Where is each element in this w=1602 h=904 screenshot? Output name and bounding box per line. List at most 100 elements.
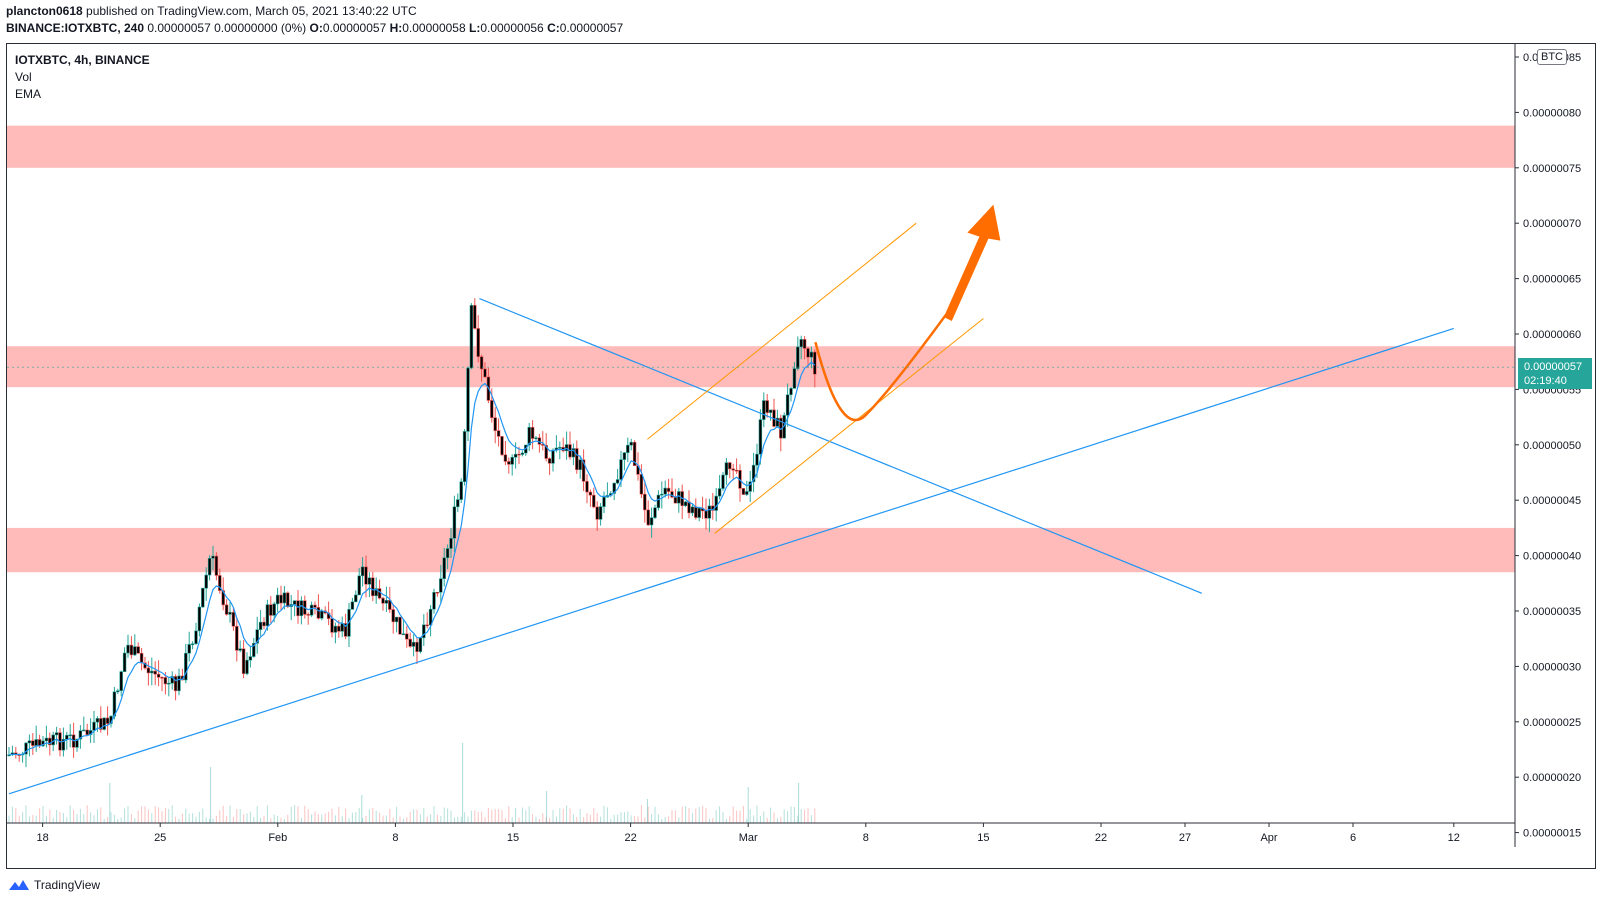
footer-brand[interactable]: TradingView (8, 878, 100, 892)
y-tick-label-7: 0.00000050 (1523, 440, 1581, 452)
candle-body-122 (422, 624, 426, 639)
candle-body-69 (241, 648, 246, 674)
candle-body-126 (435, 591, 440, 594)
y-tick-label-11: 0.00000030 (1523, 661, 1581, 673)
candle-body-105 (364, 566, 368, 585)
y-tick-label-2: 0.00000075 (1523, 163, 1581, 175)
candle-body-175 (602, 496, 606, 507)
candle-body-115 (398, 616, 402, 635)
bar-countdown: 02:19:40 (1524, 375, 1567, 387)
candle-body-7 (31, 740, 35, 746)
candle-body-26 (95, 718, 100, 723)
candle-body-186 (639, 474, 644, 495)
candle-body-113 (391, 609, 395, 623)
legend-ema[interactable]: EMA (15, 87, 42, 101)
candle-body-210 (721, 474, 725, 489)
candle-body-80 (279, 594, 283, 604)
legend-vol[interactable]: Vol (15, 70, 32, 84)
candle-body-68 (238, 648, 242, 651)
x-tick-label-12: 6 (1350, 832, 1356, 844)
x-tick-label-6: Mar (739, 832, 758, 844)
candle-body-196 (673, 496, 678, 504)
x-tick-label-13: 12 (1448, 832, 1460, 844)
candle-body-183 (629, 441, 633, 446)
candle-body-67 (235, 626, 239, 651)
high-label: H: (386, 21, 403, 35)
candle-body-127 (439, 578, 443, 593)
candle-body-13 (51, 734, 55, 746)
candle-body-22 (82, 729, 86, 732)
candle-body-17 (65, 734, 69, 740)
candle-body-139 (479, 356, 484, 370)
candle-body-147 (507, 461, 511, 465)
candle-body-62 (218, 575, 222, 591)
candle-body-150 (517, 453, 521, 456)
candle-body-27 (99, 718, 103, 730)
candle-body-138 (476, 328, 480, 357)
candle-body-18 (68, 734, 72, 737)
candle-body-81 (282, 592, 287, 604)
candle-body-20 (75, 738, 79, 748)
candle-body-172 (592, 494, 596, 508)
candle-body-131 (452, 506, 457, 539)
candle-body-91 (316, 607, 321, 619)
candle-body-72 (252, 642, 256, 657)
candle-body-48 (170, 676, 174, 684)
y-tick-label-1: 0.00000080 (1523, 107, 1581, 119)
candle-body-164 (564, 444, 569, 452)
candle-body-85 (296, 600, 300, 617)
candle-body-193 (663, 487, 667, 495)
candle-body-184 (632, 441, 637, 466)
candle-body-117 (405, 633, 409, 640)
candle-body-191 (656, 494, 661, 509)
candle-body-76 (265, 604, 270, 627)
candle-body-47 (167, 682, 171, 685)
candle-body-63 (221, 590, 225, 606)
candle-body-182 (626, 444, 630, 453)
chart-frame[interactable] (6, 43, 1596, 869)
candle-body-137 (473, 305, 477, 329)
candle-body-168 (578, 459, 582, 471)
candle-body-130 (449, 537, 453, 549)
brand-name: TradingView (34, 878, 101, 892)
candle-body-153 (527, 427, 531, 446)
candle-body-135 (466, 367, 470, 432)
candle-body-216 (741, 488, 746, 495)
x-tick-label-4: 15 (507, 832, 519, 844)
candle-body-151 (520, 452, 525, 455)
candle-body-95 (330, 618, 334, 633)
candle-body-16 (61, 739, 66, 751)
candle-body-154 (530, 427, 535, 439)
candle-body-118 (408, 638, 412, 647)
candle-body-70 (245, 659, 249, 674)
candle-body-120 (415, 641, 419, 652)
candle-body-41 (146, 667, 151, 674)
candle-body-108 (374, 588, 378, 597)
candle-body-234 (802, 339, 807, 349)
candle-body-159 (547, 458, 552, 464)
candle-body-25 (92, 721, 96, 731)
candle-body-34 (122, 652, 127, 672)
candle-body-73 (255, 629, 259, 644)
candle-body-60 (211, 555, 215, 559)
candle-body-211 (724, 462, 729, 476)
candle-body-32 (116, 690, 120, 693)
candle-body-129 (445, 548, 450, 559)
candle-body-64 (224, 604, 229, 615)
x-tick-label-7: 8 (863, 832, 869, 844)
y-tick-label-13: 0.00000020 (1523, 772, 1581, 784)
author-name[interactable]: plancton0618 (6, 4, 83, 18)
candle-body-162 (558, 447, 562, 449)
candle-body-197 (677, 491, 681, 504)
candle-body-38 (136, 646, 140, 654)
candle-body-58 (204, 574, 208, 589)
candle-body-109 (377, 588, 382, 599)
candle-body-195 (670, 491, 674, 498)
candle-body-97 (337, 625, 341, 632)
legend-symbol[interactable]: IOTXBTC, 4h, BINANCE (15, 53, 150, 67)
candle-body-171 (588, 491, 593, 496)
candle-body-174 (598, 506, 603, 520)
currency-badge[interactable]: BTC (1537, 49, 1567, 65)
candle-body-155 (534, 437, 538, 440)
